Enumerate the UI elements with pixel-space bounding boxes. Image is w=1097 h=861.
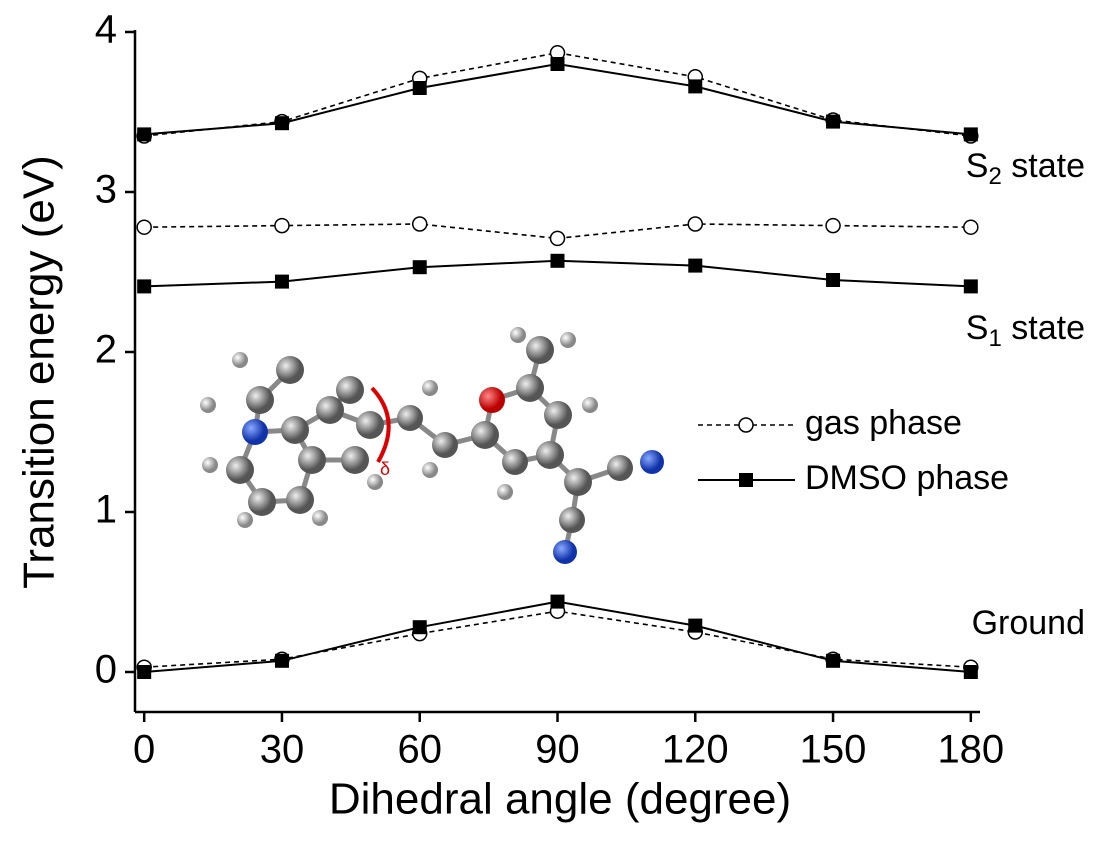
inset-label: δ [380,459,390,479]
curve-label-text: S [966,147,989,185]
y-tick-label: 3 [95,168,117,212]
curve-label: S1 state [966,309,1085,352]
legend-label: DMSO phase [805,459,1009,497]
x-axis-title: Dihedral angle (degree) [329,775,791,824]
x-tick-label: 120 [662,728,729,772]
point [964,127,978,141]
point [137,665,151,679]
curve-label-text: Ground [972,604,1085,642]
point [413,81,427,95]
point [688,619,702,633]
point [688,217,702,231]
point [688,79,702,93]
point [275,219,289,233]
line [144,611,971,667]
point [964,279,978,293]
x-tick-label: 150 [800,728,867,772]
point [137,127,151,141]
point [826,115,840,129]
x-tick-label: 60 [397,728,442,772]
y-axis-title: Transition energy (eV) [15,155,64,589]
y-tick-label: 0 [95,648,117,692]
point [275,654,289,668]
y-tick-label: 1 [95,488,117,532]
point [137,279,151,293]
x-tick-label: 0 [133,728,155,772]
curve-label-sub: 2 [988,163,1001,190]
curve-label: Ground [972,604,1085,642]
point [551,231,565,245]
x-tick-label: 180 [937,728,1004,772]
molecule-inset [200,327,664,564]
y-tick-label: 4 [95,8,117,52]
point [275,275,289,289]
point [964,220,978,234]
point [826,273,840,287]
point [551,595,565,609]
curve-label-sub: 1 [988,325,1001,352]
curve-label-rest: state [1002,147,1085,185]
point [413,620,427,634]
legend-label: gas phase [805,404,962,442]
point [413,260,427,274]
chart: δ Dihedral angle (degree) Transition ene… [0,0,1097,861]
point [551,254,565,268]
point [413,217,427,231]
point [964,665,978,679]
curve-label-text: S [966,309,989,347]
legend-marker [739,473,753,487]
point [688,259,702,273]
point [826,654,840,668]
point [137,220,151,234]
legend-marker [739,418,753,432]
x-tick-label: 30 [260,728,305,772]
curve-label-rest: state [1002,309,1085,347]
point [551,57,565,71]
point [826,219,840,233]
line [144,64,971,134]
x-tick-label: 90 [535,728,580,772]
point [275,116,289,130]
y-tick-label: 2 [95,328,117,372]
curve-label: S2 state [966,147,1085,190]
